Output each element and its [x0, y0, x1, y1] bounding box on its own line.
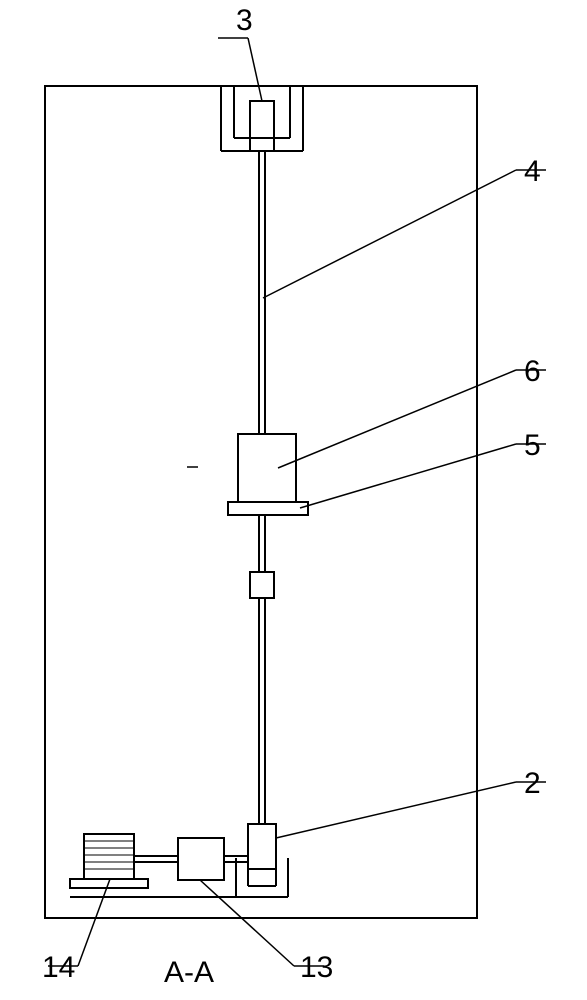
- callout-label-2: 2: [524, 767, 541, 800]
- callout-5: 5: [300, 429, 546, 508]
- diagram-canvas: 3 4 6 5 2 13 14 A-A: [0, 0, 587, 1000]
- section-label: A-A: [164, 956, 214, 989]
- callout-13: 13: [200, 880, 333, 984]
- callout-2: 2: [276, 767, 546, 838]
- callout-6: 6: [278, 355, 546, 468]
- coupling: [178, 838, 224, 880]
- top-bearing-block: [250, 101, 274, 151]
- callout-label-5: 5: [524, 429, 541, 462]
- callout-label-14: 14: [42, 951, 75, 984]
- callout-label-3: 3: [236, 4, 253, 37]
- bottom-bearing: [248, 824, 276, 869]
- callout-4: 4: [263, 155, 546, 298]
- callout-label-4: 4: [524, 155, 541, 188]
- callout-label-13: 13: [300, 951, 333, 984]
- callout-14: 14: [42, 879, 110, 984]
- carriage-block: [238, 434, 296, 502]
- carriage-plate: [228, 502, 308, 515]
- callout-label-6: 6: [524, 355, 541, 388]
- shaft-nut: [250, 572, 274, 598]
